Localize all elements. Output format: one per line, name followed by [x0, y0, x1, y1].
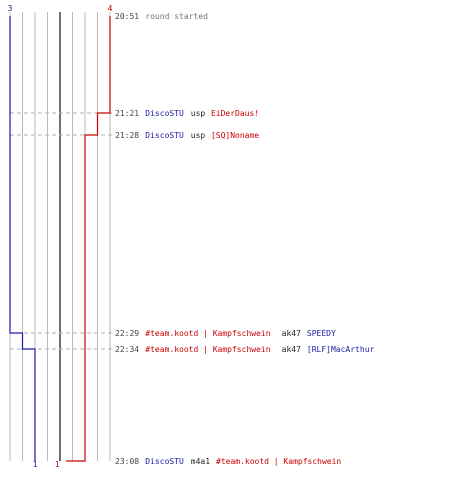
event-red-text: #team.kootd | Kampfschwein	[216, 457, 341, 466]
series-line	[9, 16, 36, 461]
event-blue-text: SPEEDY	[307, 329, 336, 338]
series-end-count: 1	[55, 460, 60, 469]
event-time: 22:29	[115, 329, 139, 338]
event-neutral-text: ak47	[282, 329, 301, 338]
event-time: 23:08	[115, 457, 139, 466]
event-time: 22:34	[115, 345, 139, 354]
series-end-count: 1	[33, 460, 38, 469]
event-round-text: round started	[145, 12, 208, 21]
event-blue-text: DiscoSTU	[145, 131, 184, 140]
event-red-text: #team.kootd | Kampfschwein	[145, 329, 270, 338]
event-time: 21:21	[115, 109, 139, 118]
event-time: 21:28	[115, 131, 139, 140]
event-neutral-text: ak47	[282, 345, 301, 354]
event-blue-text: DiscoSTU	[145, 457, 184, 466]
event-neutral-text: usp	[191, 131, 206, 140]
event-red-text: [SQ]Noname	[211, 131, 259, 140]
event-neutral-text: usp	[191, 109, 206, 118]
event-red-text: EiDerDaus!	[211, 109, 259, 118]
series-line	[66, 16, 111, 462]
event-time: 20:51	[115, 12, 139, 21]
event-blue-text: [RLF]MacArthur	[307, 345, 375, 354]
event-red-text: #team.kootd | Kampfschwein	[145, 345, 270, 354]
series-start-count: 3	[8, 4, 13, 13]
series-start-count: 4	[108, 4, 113, 13]
event-blue-text: DiscoSTU	[145, 109, 184, 118]
event-neutral-text: m4a1	[191, 457, 210, 466]
